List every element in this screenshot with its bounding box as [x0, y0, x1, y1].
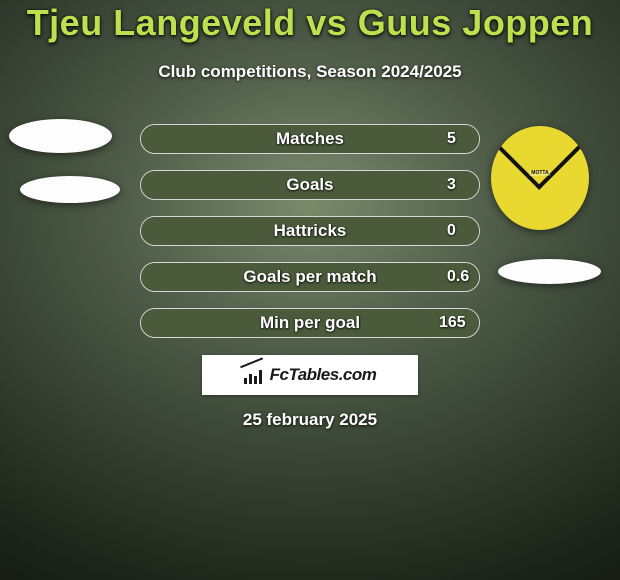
stat-value-right: 5: [447, 125, 456, 153]
jersey-icon: MOTTA: [491, 126, 589, 230]
stat-value-right: 3: [447, 171, 456, 199]
subtitle: Club competitions, Season 2024/2025: [0, 62, 620, 82]
stat-row: Goals per match0.6: [140, 262, 480, 292]
date-label: 25 february 2025: [0, 410, 620, 430]
chart-icon: [244, 366, 266, 384]
stat-label: Min per goal: [141, 309, 479, 337]
page-title: Tjeu Langeveld vs Guus Joppen: [0, 2, 620, 44]
stat-value-right: 0.6: [447, 263, 469, 291]
player-avatar: [9, 119, 112, 153]
stat-label: Matches: [141, 125, 479, 153]
brand-text: FcTables.com: [270, 365, 377, 385]
player-avatar: MOTTA: [491, 126, 589, 230]
stat-label: Goals per match: [141, 263, 479, 291]
player-avatar: [498, 259, 601, 284]
stat-label: Goals: [141, 171, 479, 199]
stat-row: Matches5: [140, 124, 480, 154]
stat-row: Hattricks0: [140, 216, 480, 246]
stat-value-right: 0: [447, 217, 456, 245]
stat-row: Goals3: [140, 170, 480, 200]
player-avatar: [20, 176, 120, 203]
stat-value-right: 165: [439, 309, 466, 337]
stat-label: Hattricks: [141, 217, 479, 245]
stat-row: Min per goal165: [140, 308, 480, 338]
brand-box[interactable]: FcTables.com: [202, 355, 418, 395]
